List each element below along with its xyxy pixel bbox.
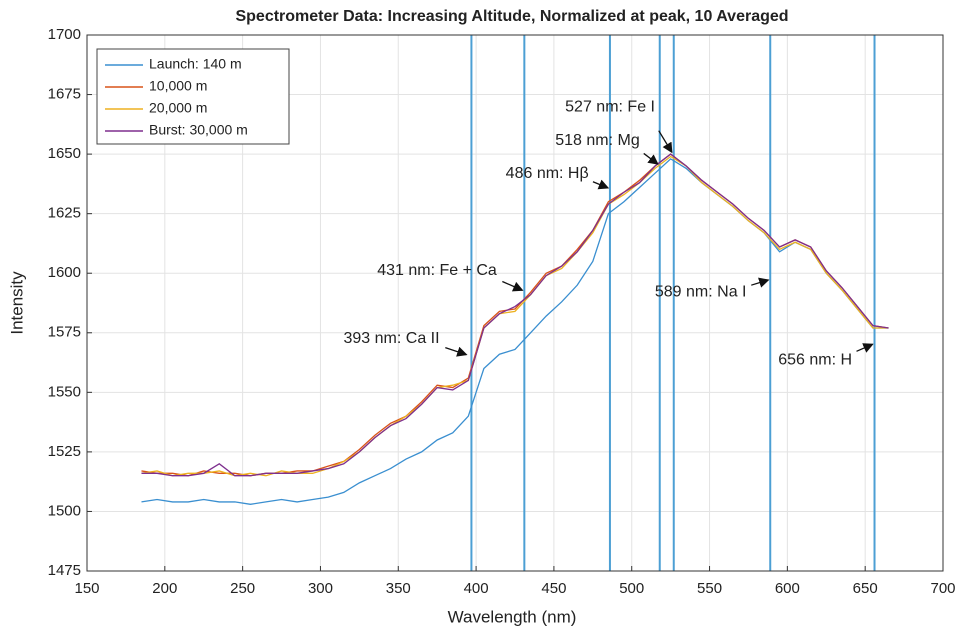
x-tick-label: 700 — [930, 580, 955, 597]
plot-frame — [86, 34, 944, 572]
annotation-arrow — [643, 152, 659, 165]
y-tick-label: 1475 — [48, 562, 81, 579]
annotation-arrow — [658, 130, 673, 154]
legend-label: 20,000 m — [149, 100, 207, 116]
data-line — [141, 153, 889, 477]
y-tick-label: 1650 — [48, 145, 81, 162]
y-tick-label: 1525 — [48, 443, 81, 460]
annotation-text: 431 nm: Fe + Ca — [377, 262, 497, 279]
x-tick-label: 550 — [697, 580, 722, 597]
x-tick-label: 600 — [775, 580, 800, 597]
legend-label: Launch: 140 m — [149, 56, 242, 72]
annotation-arrow — [592, 179, 610, 190]
x-tick-label: 400 — [464, 580, 489, 597]
annotation-arrow — [856, 343, 874, 353]
annotation-arrow — [751, 277, 770, 288]
x-tick-label: 650 — [853, 580, 878, 597]
y-tick-label: 1550 — [48, 383, 81, 400]
annotation-text: 589 nm: Na I — [655, 284, 747, 301]
y-tick-label: 1600 — [48, 264, 81, 281]
x-tick-label: 250 — [230, 580, 255, 597]
legend-label: Burst: 30,000 m — [149, 122, 248, 138]
x-tick-label: 150 — [74, 580, 99, 597]
annotation-text: 393 nm: Ca II — [344, 330, 440, 347]
x-tick-label: 350 — [386, 580, 411, 597]
y-tick-label: 1675 — [48, 86, 81, 103]
annotation-text: 656 nm: H — [778, 352, 852, 369]
y-tick-label: 1700 — [48, 26, 81, 43]
x-axis-label: Wavelength (nm) — [448, 607, 577, 626]
annotation-text: 527 nm: Fe I — [565, 99, 655, 116]
legend-label: 10,000 m — [149, 78, 207, 94]
x-tick-label: 300 — [308, 580, 333, 597]
y-tick-label: 1575 — [48, 324, 81, 341]
y-tick-label: 1625 — [48, 205, 81, 222]
annotation-text: 486 nm: Hβ — [506, 165, 589, 182]
legend: Launch: 140 m 10,000 m 20,000 m Burst: 30,0… — [96, 48, 290, 145]
x-tick-label: 500 — [619, 580, 644, 597]
data-line — [141, 155, 889, 477]
annotation-arrow — [502, 280, 524, 292]
x-tick-label: 450 — [541, 580, 566, 597]
annotation-arrow — [445, 346, 468, 357]
x-tick-label: 200 — [152, 580, 177, 597]
annotation-text: 518 nm: Mg — [555, 132, 639, 149]
y-tick-label: 1500 — [48, 502, 81, 519]
y-axis-label: Intensity — [7, 271, 26, 335]
chart-title: Spectrometer Data: Increasing Altitude, … — [235, 8, 788, 25]
